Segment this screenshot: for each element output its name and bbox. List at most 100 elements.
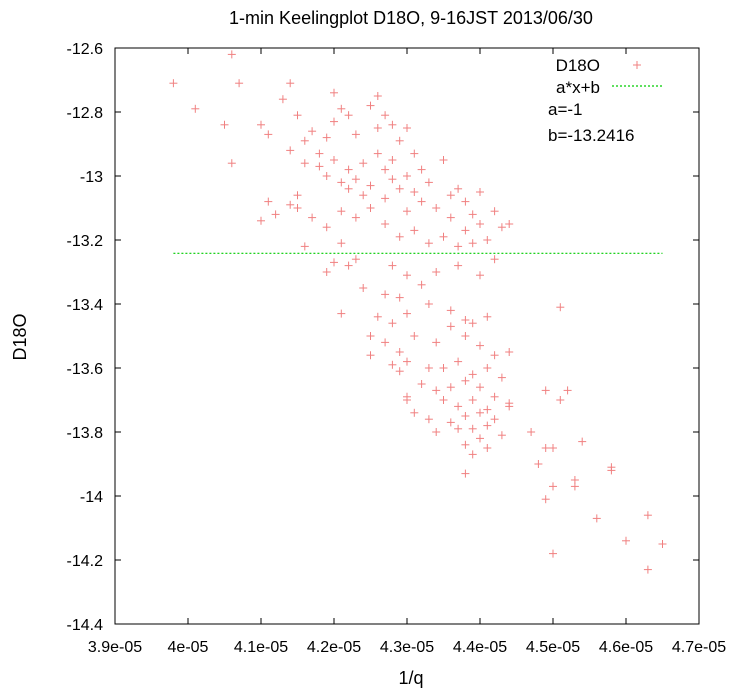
data-point bbox=[454, 261, 463, 270]
data-point bbox=[461, 412, 470, 420]
data-point bbox=[388, 175, 397, 184]
data-point bbox=[454, 424, 463, 433]
data-point bbox=[446, 418, 455, 427]
data-point bbox=[556, 396, 565, 404]
data-point bbox=[432, 386, 441, 395]
data-point bbox=[271, 210, 280, 219]
y-tick-label: -14 bbox=[80, 489, 103, 506]
data-point bbox=[541, 495, 550, 504]
data-point bbox=[541, 444, 550, 452]
data-point bbox=[322, 223, 331, 232]
data-point bbox=[264, 197, 273, 206]
legend-point bbox=[633, 61, 641, 69]
data-point bbox=[622, 536, 630, 545]
annotation-b: b=-13.2416 bbox=[548, 126, 635, 145]
data-point bbox=[461, 376, 470, 385]
data-point bbox=[388, 156, 397, 164]
data-point bbox=[643, 565, 652, 574]
data-point bbox=[381, 111, 390, 120]
x-tick-label: 4.3e-05 bbox=[380, 639, 434, 656]
data-point bbox=[293, 191, 302, 200]
data-point bbox=[388, 319, 397, 328]
data-point bbox=[490, 392, 499, 401]
data-point bbox=[527, 428, 536, 436]
data-point bbox=[570, 482, 579, 491]
data-point bbox=[403, 271, 411, 280]
y-tick-label: -13.8 bbox=[67, 425, 104, 442]
data-point bbox=[235, 79, 244, 88]
data-point bbox=[483, 364, 492, 372]
data-point bbox=[490, 255, 499, 264]
data-point bbox=[351, 175, 360, 184]
data-point bbox=[330, 156, 338, 164]
data-point bbox=[381, 338, 390, 347]
data-point bbox=[330, 117, 338, 126]
data-point bbox=[337, 207, 346, 216]
data-point bbox=[483, 421, 492, 430]
data-point bbox=[417, 380, 426, 388]
x-tick-label: 4.1e-05 bbox=[234, 639, 288, 656]
data-point bbox=[410, 188, 419, 196]
data-point bbox=[403, 309, 411, 318]
data-point bbox=[359, 284, 368, 292]
data-point bbox=[497, 373, 506, 382]
data-point bbox=[490, 415, 499, 424]
x-tick-label: 4.6e-05 bbox=[599, 639, 653, 656]
data-point bbox=[432, 428, 441, 436]
data-point bbox=[505, 402, 514, 411]
data-point bbox=[476, 271, 484, 280]
data-point bbox=[403, 172, 411, 180]
x-tick-label: 4e-05 bbox=[168, 639, 209, 656]
data-point bbox=[446, 191, 455, 200]
data-point bbox=[337, 239, 346, 248]
data-point bbox=[643, 511, 652, 520]
data-point bbox=[461, 316, 470, 324]
x-axis: 3.9e-05 4e-05 4.1e-05 4.2e-05 4.3e-05 4.4e-05… bbox=[88, 48, 726, 656]
data-point bbox=[468, 424, 477, 433]
data-point bbox=[366, 204, 375, 212]
data-point bbox=[461, 469, 470, 478]
data-point bbox=[373, 124, 382, 132]
data-point bbox=[344, 261, 353, 270]
data-point bbox=[424, 364, 433, 372]
data-point bbox=[337, 104, 346, 113]
data-point bbox=[169, 79, 178, 88]
data-point bbox=[549, 482, 557, 491]
data-point bbox=[300, 159, 309, 168]
y-axis-title: D18O bbox=[10, 313, 30, 360]
data-point bbox=[468, 319, 477, 328]
y-tick-label: -12.8 bbox=[67, 105, 104, 122]
data-point bbox=[461, 332, 470, 340]
data-point bbox=[454, 402, 463, 411]
data-point bbox=[388, 360, 397, 369]
data-point bbox=[322, 133, 331, 142]
legend-label-fit: a*x+b bbox=[556, 78, 600, 97]
data-point bbox=[432, 204, 441, 212]
data-point bbox=[395, 293, 404, 302]
data-point bbox=[366, 101, 375, 110]
x-tick-label: 4.5e-05 bbox=[526, 639, 580, 656]
data-point bbox=[410, 149, 419, 158]
data-point bbox=[549, 444, 557, 452]
data-point bbox=[476, 408, 484, 417]
data-point bbox=[293, 204, 302, 212]
data-point bbox=[257, 216, 265, 225]
y-tick-label: -13 bbox=[80, 169, 103, 186]
data-point bbox=[264, 130, 273, 139]
data-point bbox=[439, 364, 448, 372]
data-point bbox=[432, 338, 441, 347]
data-point bbox=[395, 136, 404, 145]
data-point bbox=[286, 79, 295, 88]
data-point bbox=[454, 184, 463, 193]
data-point bbox=[468, 210, 477, 219]
x-tick-label: 4.4e-05 bbox=[453, 639, 507, 656]
data-point bbox=[337, 178, 346, 187]
data-point bbox=[424, 239, 433, 248]
data-point bbox=[322, 268, 331, 276]
data-point bbox=[505, 348, 514, 356]
data-point bbox=[278, 95, 287, 104]
data-point bbox=[337, 309, 346, 318]
data-point bbox=[417, 280, 426, 289]
data-point bbox=[424, 300, 433, 308]
data-point bbox=[454, 242, 463, 251]
